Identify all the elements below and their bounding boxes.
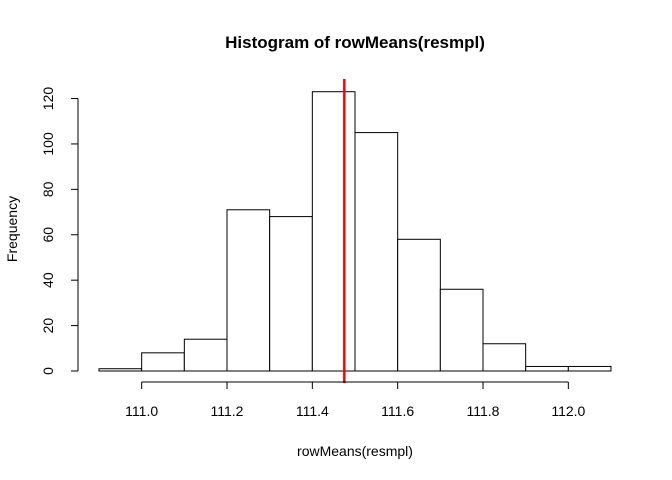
- y-tick-label-1: 20: [40, 318, 56, 334]
- x-tick-label-5: 112.0: [551, 403, 585, 419]
- histogram-bar-3: [226, 209, 271, 372]
- histogram-bar-5: [311, 91, 356, 372]
- x-tick-label-0: 111.0: [125, 403, 158, 419]
- y-tick-label-2: 40: [40, 272, 56, 288]
- x-tick-label-3: 111.6: [381, 403, 414, 419]
- x-tick-label-1: 111.2: [211, 403, 244, 419]
- histogram-bar-4: [269, 216, 313, 372]
- y-tick-label-3: 60: [40, 227, 56, 243]
- x-tick-label-2: 111.4: [296, 403, 329, 419]
- histogram-bar-11: [567, 365, 612, 372]
- y-axis: 0 20 40 60 80 100 120: [40, 87, 79, 375]
- x-axis: 111.0 111.2 111.4 111.6 111.8 112.0: [125, 381, 586, 419]
- y-tick-label-4: 80: [40, 181, 56, 197]
- histogram-bar-2: [183, 338, 228, 372]
- y-tick-label-0: 0: [40, 367, 56, 375]
- histogram-bar-1: [141, 352, 185, 372]
- histogram-bar-9: [482, 343, 527, 372]
- y-axis-label: Frequency: [4, 196, 20, 262]
- histogram-bar-6: [354, 132, 399, 372]
- x-axis-label: rowMeans(resmpl): [297, 443, 413, 459]
- histogram-bar-0: [98, 368, 143, 372]
- chart-title: Histogram of rowMeans(resmpl): [225, 33, 485, 52]
- y-tick-label-5: 100: [40, 132, 56, 156]
- y-tick-label-6: 120: [40, 87, 56, 111]
- bars-group: [98, 91, 612, 372]
- histogram-bar-7: [397, 238, 441, 372]
- histogram-bar-8: [439, 288, 484, 372]
- histogram-bar-10: [525, 365, 569, 372]
- x-tick-label-4: 111.8: [467, 403, 500, 419]
